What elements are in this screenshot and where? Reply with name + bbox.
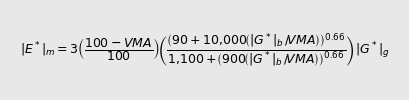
Text: $|E^*|_m = 3\left(\dfrac{100-\mathit{VMA}}{100}\right)\!\left(\dfrac{\left(90+10: $|E^*|_m = 3\left(\dfrac{100-\mathit{VMA… — [20, 31, 389, 69]
